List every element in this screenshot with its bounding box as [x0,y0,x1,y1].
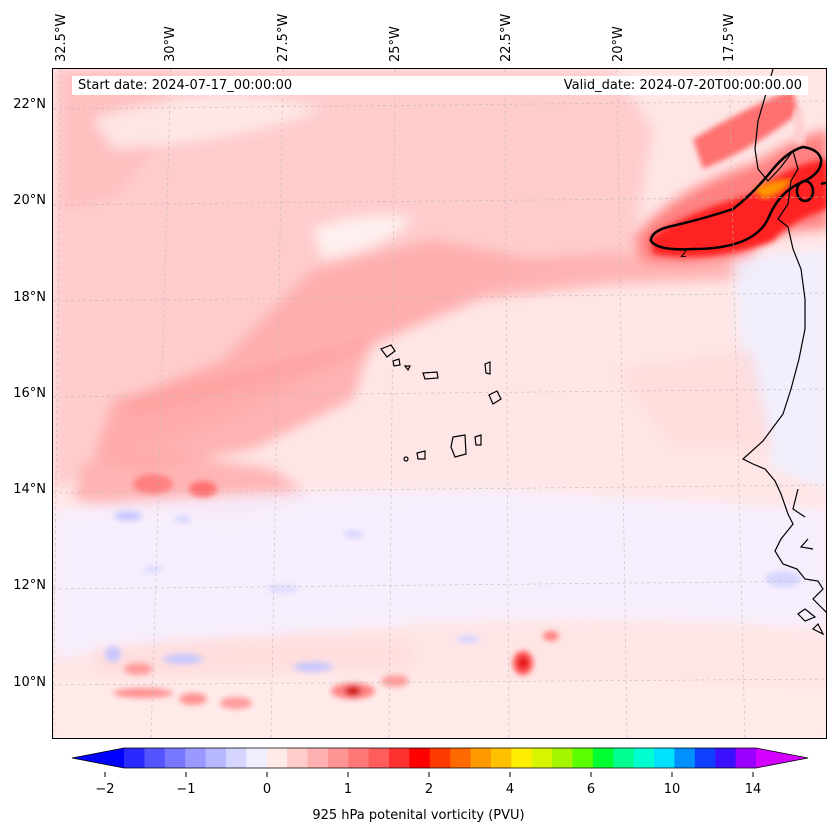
lon-label: 32.5°W [54,13,69,62]
pv-field-shading [53,69,826,738]
colorbar-tick-label: 14 [744,782,762,797]
lat-label: 20°N [13,193,46,208]
colorbar-cell [490,748,512,768]
colorbar-cell [307,748,329,768]
pv-maximum-streak [633,89,826,264]
colorbar-extend-min [72,748,124,768]
cape-verde-islands [380,344,502,462]
colorbar-cell [735,748,757,768]
colorbar-cell [185,748,207,768]
colorbar-cell [389,748,411,768]
colorbar-cell [511,748,533,768]
lat-label: 12°N [13,578,46,593]
colorbar-cell [531,748,553,768]
lon-label: 25°W [388,26,403,62]
contour-label: 2 [680,247,687,260]
date-banner: Start date: 2024-07-17_00:00:00 Valid_da… [72,76,808,95]
colorbar-extend-max [756,748,808,768]
colorbar-cell [266,748,288,768]
map-panel: 2 [52,68,827,739]
lat-label: 16°N [13,386,46,401]
colorbar-tick-label: 6 [586,782,596,797]
colorbar-cell [694,748,716,768]
valid-date: Valid_date: 2024-07-20T00:00:00.00 [563,78,802,93]
lon-label: 30°W [163,26,178,62]
colorbar-cell [613,748,635,768]
colorbar-tick-marks [104,772,754,777]
lon-label: 22.5°W [499,13,514,62]
colorbar-cell [470,748,492,768]
colorbar-tick-label: 1 [343,782,353,797]
graticule [53,69,826,738]
colorbar-tick-label: 0 [262,782,272,797]
colorbar-tick-label: 2 [424,782,434,797]
lon-label: 17.5°W [722,13,737,62]
colorbar-outline [71,747,809,769]
colorbar-cell [225,748,247,768]
colorbar-cell [654,748,676,768]
colorbar-cell [368,748,390,768]
colorbar-tick-label: −2 [95,782,115,797]
colorbar-tick-label: −1 [176,782,196,797]
colorbar-cell [552,748,574,768]
colorbar-cell [674,748,696,768]
colorbar-cell [164,748,186,768]
lat-label: 10°N [13,675,46,690]
pv-positive-blobs [113,474,559,709]
coastline [741,69,826,636]
colorbar-cell [144,748,166,768]
colorbar-cell [572,748,594,768]
colorbar-cell [715,748,737,768]
colorbar-cell [287,748,309,768]
colorbar-cell [124,748,145,768]
colorbar [71,747,809,777]
colorbar-cell [348,748,370,768]
lat-label: 18°N [13,290,46,305]
colorbar-cell [633,748,655,768]
colorbar-cell [409,748,431,768]
colorbar-cell [592,748,614,768]
lat-label: 14°N [13,482,46,497]
colorbar-tick-label: 4 [505,782,515,797]
colorbar-cell [429,748,451,768]
colorbar-cell [246,748,268,768]
colorbar-cell [205,748,227,768]
colorbar-tick-label: 10 [663,782,681,797]
lon-label: 27.5°W [276,13,291,62]
lat-label: 22°N [13,97,46,112]
start-date: Start date: 2024-07-17_00:00:00 [78,78,293,93]
colorbar-cell [327,748,349,768]
colorbar-label: 925 hPa potenital vorticity (PVU) [312,808,525,823]
colorbar-cell [450,748,472,768]
lon-label: 20°W [611,26,626,62]
